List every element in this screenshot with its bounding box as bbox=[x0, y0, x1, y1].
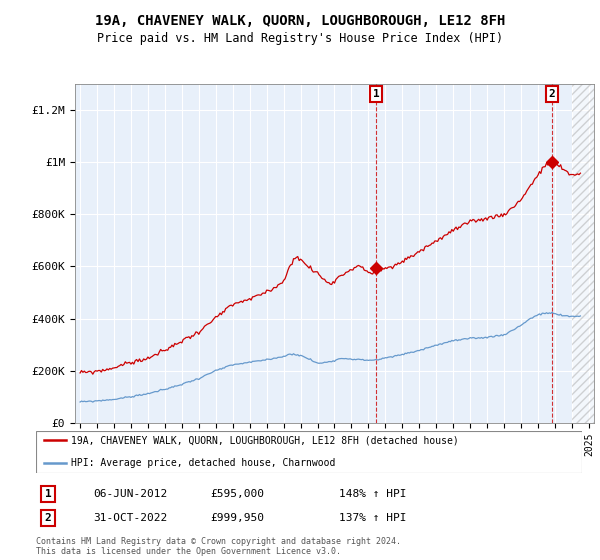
Text: 148% ↑ HPI: 148% ↑ HPI bbox=[339, 489, 407, 499]
Text: Contains HM Land Registry data © Crown copyright and database right 2024.: Contains HM Land Registry data © Crown c… bbox=[36, 537, 401, 546]
Text: 06-JUN-2012: 06-JUN-2012 bbox=[93, 489, 167, 499]
Text: £595,000: £595,000 bbox=[210, 489, 264, 499]
Text: £999,950: £999,950 bbox=[210, 513, 264, 523]
Text: HPI: Average price, detached house, Charnwood: HPI: Average price, detached house, Char… bbox=[71, 458, 336, 468]
Bar bbox=[572, 84, 594, 423]
Text: This data is licensed under the Open Government Licence v3.0.: This data is licensed under the Open Gov… bbox=[36, 547, 341, 556]
Text: 137% ↑ HPI: 137% ↑ HPI bbox=[339, 513, 407, 523]
Text: 31-OCT-2022: 31-OCT-2022 bbox=[93, 513, 167, 523]
Text: 2: 2 bbox=[549, 89, 556, 99]
Text: 19A, CHAVENEY WALK, QUORN, LOUGHBOROUGH, LE12 8FH: 19A, CHAVENEY WALK, QUORN, LOUGHBOROUGH,… bbox=[95, 14, 505, 28]
Text: 2: 2 bbox=[44, 513, 52, 523]
Text: 1: 1 bbox=[44, 489, 52, 499]
Text: 19A, CHAVENEY WALK, QUORN, LOUGHBOROUGH, LE12 8FH (detached house): 19A, CHAVENEY WALK, QUORN, LOUGHBOROUGH,… bbox=[71, 436, 459, 445]
Text: Price paid vs. HM Land Registry's House Price Index (HPI): Price paid vs. HM Land Registry's House … bbox=[97, 32, 503, 45]
Text: 1: 1 bbox=[373, 89, 379, 99]
